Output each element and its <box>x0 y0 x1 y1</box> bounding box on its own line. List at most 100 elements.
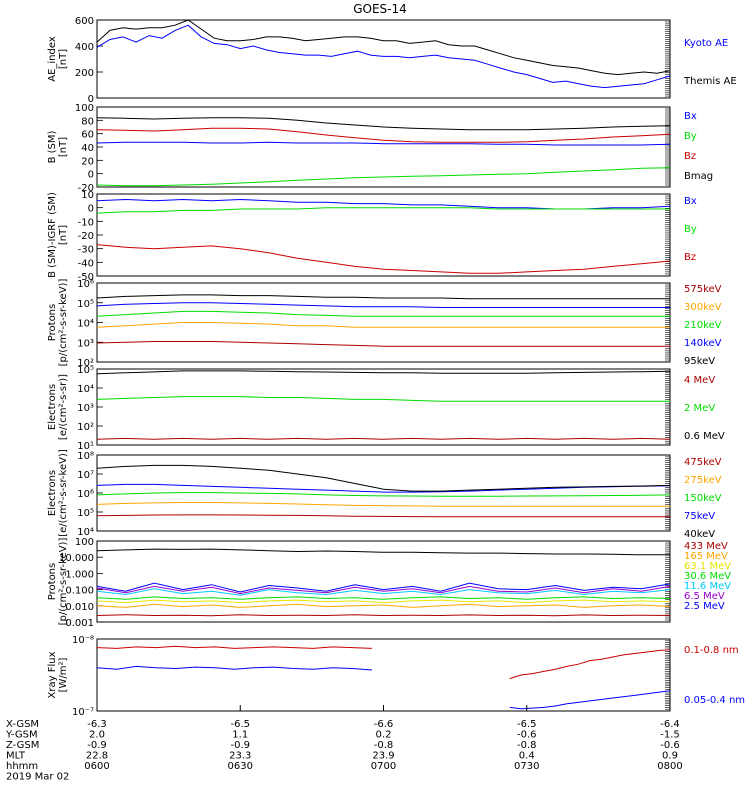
series-line-2-mev <box>96 396 670 402</box>
y-axis-label: [e/(cm²-s-sr)] <box>58 374 69 440</box>
panel-frame <box>96 19 671 99</box>
x-row-value: 0.4 <box>519 751 535 762</box>
panel-1: 100 80 60 40 20 0 -20 B (SM) [nT] Bx By Bz Bmag <box>47 103 713 194</box>
panel-4: 10¹ 10² 10³ 10⁴ 10⁵ Electrons [e/(cm²-s-sr)] 4 … <box>47 365 725 452</box>
y-tick-label: 10² <box>77 422 94 433</box>
y-axis-label: B (SM)-IGRF (SM) <box>47 192 58 278</box>
series-line-40kev <box>96 464 671 492</box>
x-row-value: 0630 <box>228 761 253 772</box>
legend-entry: 40keV <box>684 529 715 540</box>
y-tick-label: 10 <box>81 190 94 201</box>
legend-entry: 0.6 MeV <box>684 431 725 442</box>
y-tick-label: 1.000 <box>65 569 94 580</box>
x-row-value: -6.5 <box>517 719 537 730</box>
x-row-value: 0730 <box>514 761 539 772</box>
series-line-165-mev <box>96 603 671 608</box>
legend-entry: 2.5 MeV <box>684 601 725 612</box>
x-row-value: -0.8 <box>517 740 537 751</box>
x-row-value: 0.9 <box>662 751 678 762</box>
x-row-value: -0.6 <box>660 740 680 751</box>
y-tick-label: -30 <box>78 245 94 256</box>
y-tick-label: -50 <box>78 272 94 283</box>
y-axis-label: [nT] <box>58 49 69 69</box>
y-tick-label: 10⁵ <box>77 508 94 519</box>
legend-entry: 275keV <box>684 475 722 486</box>
y-tick-label: -10 <box>78 217 94 228</box>
y-tick-label: 10⁴ <box>77 527 94 538</box>
series-line-0-1-0-8-nm <box>509 649 671 680</box>
legend-entry: Themis AE <box>683 76 737 87</box>
legend-entry: 433 MeV <box>684 541 728 552</box>
legend-entry: 0.05-0.4 nm <box>684 695 745 706</box>
series-line-433-mev <box>96 614 671 617</box>
series-line-by <box>96 167 671 187</box>
plot-title: GOES-14 <box>353 2 407 16</box>
x-row-value: 1.1 <box>232 730 248 741</box>
x-row-label: MLT <box>6 751 26 762</box>
legend-entry: Kyoto AE <box>684 38 728 49</box>
panel-7: 10⁻⁷ 10⁻⁸ Xray Flux [W/m²] 0.1-0.8 nm 0.05-0.… <box>47 635 745 718</box>
series-line-bx <box>96 141 671 146</box>
x-row-value: 22.8 <box>86 751 108 762</box>
y-axis-label: AE_index <box>47 36 58 82</box>
x-row-value: 0800 <box>657 761 682 772</box>
x-row-value: -0.9 <box>230 740 250 751</box>
x-row-value: 23.9 <box>372 751 394 762</box>
y-axis-label: Xray Flux <box>47 651 58 698</box>
y-tick-label: 10⁶ <box>77 489 94 500</box>
x-row-value: 23.3 <box>229 751 251 762</box>
series-line-0-05-0-4-nm <box>96 665 373 671</box>
y-tick-label: 10⁶ <box>77 279 94 290</box>
series-line-140kev <box>96 302 670 308</box>
y-tick-label: 100 <box>75 537 94 548</box>
y-tick-label: 0.010 <box>65 602 94 613</box>
y-axis-label: [W/m²] <box>58 657 69 692</box>
y-axis-label: Electrons <box>47 470 58 516</box>
panel-frame <box>96 368 671 446</box>
legend-entry: 95keV <box>684 356 715 367</box>
y-tick-label: 100 <box>75 103 94 114</box>
x-row-value: 2.0 <box>89 730 105 741</box>
legend-entry: Bx <box>684 111 697 122</box>
panel-frame <box>96 193 671 277</box>
legend-entry: 30.6 MeV <box>684 571 731 582</box>
y-tick-label: 10³ <box>77 338 94 349</box>
y-tick-label: 10⁸ <box>77 451 94 462</box>
x-row-value: -6.4 <box>660 719 680 730</box>
y-tick-label: 10⁴ <box>77 319 94 330</box>
y-tick-label: 10⁷ <box>77 470 94 481</box>
series-line-bz <box>96 127 671 143</box>
y-tick-label: 10⁻⁸ <box>72 635 94 646</box>
legend-entry: 2 MeV <box>684 403 715 414</box>
panel-6: 0.001 0.010 0.100 1.000 10.000 100 Protons [p/(… <box>47 537 731 629</box>
legend-entry: 6.5 MeV <box>684 591 725 602</box>
series-line-0-1-0-8-nm <box>96 645 373 649</box>
y-axis-label: [nT] <box>58 137 69 157</box>
y-tick-label: 0.100 <box>65 586 94 597</box>
series-line-30-6-mev <box>96 596 671 600</box>
series-line-flux <box>96 548 670 556</box>
series-line-by <box>96 207 670 214</box>
legend-entry: 165 MeV <box>684 551 728 562</box>
y-tick-label: 10⁻⁷ <box>72 707 94 718</box>
y-tick-label: 400 <box>75 42 94 53</box>
legend-entry: Bmag <box>684 171 713 182</box>
y-tick-label: 600 <box>75 16 94 27</box>
y-tick-label: 0 <box>88 170 94 181</box>
series-line-bz <box>96 244 671 274</box>
legend-entry: 4 MeV <box>684 375 715 386</box>
series-line-themis-ae <box>96 19 671 76</box>
legend-entry: 0.1-0.8 nm <box>684 645 739 656</box>
x-row-label: Z-GSM <box>6 740 39 751</box>
x-row-label: hhmm <box>6 761 38 772</box>
series-line-275kev <box>96 502 670 507</box>
y-tick-label: 10¹ <box>77 441 94 452</box>
panel-frame <box>96 540 671 623</box>
series-line-kyoto-ae <box>96 24 671 89</box>
legend-entry: 150keV <box>684 493 722 504</box>
x-row-label: X-GSM <box>6 719 39 730</box>
legend-entry: Bz <box>684 151 696 162</box>
legend-entry: By <box>684 224 697 235</box>
y-tick-label: -20 <box>78 231 94 242</box>
